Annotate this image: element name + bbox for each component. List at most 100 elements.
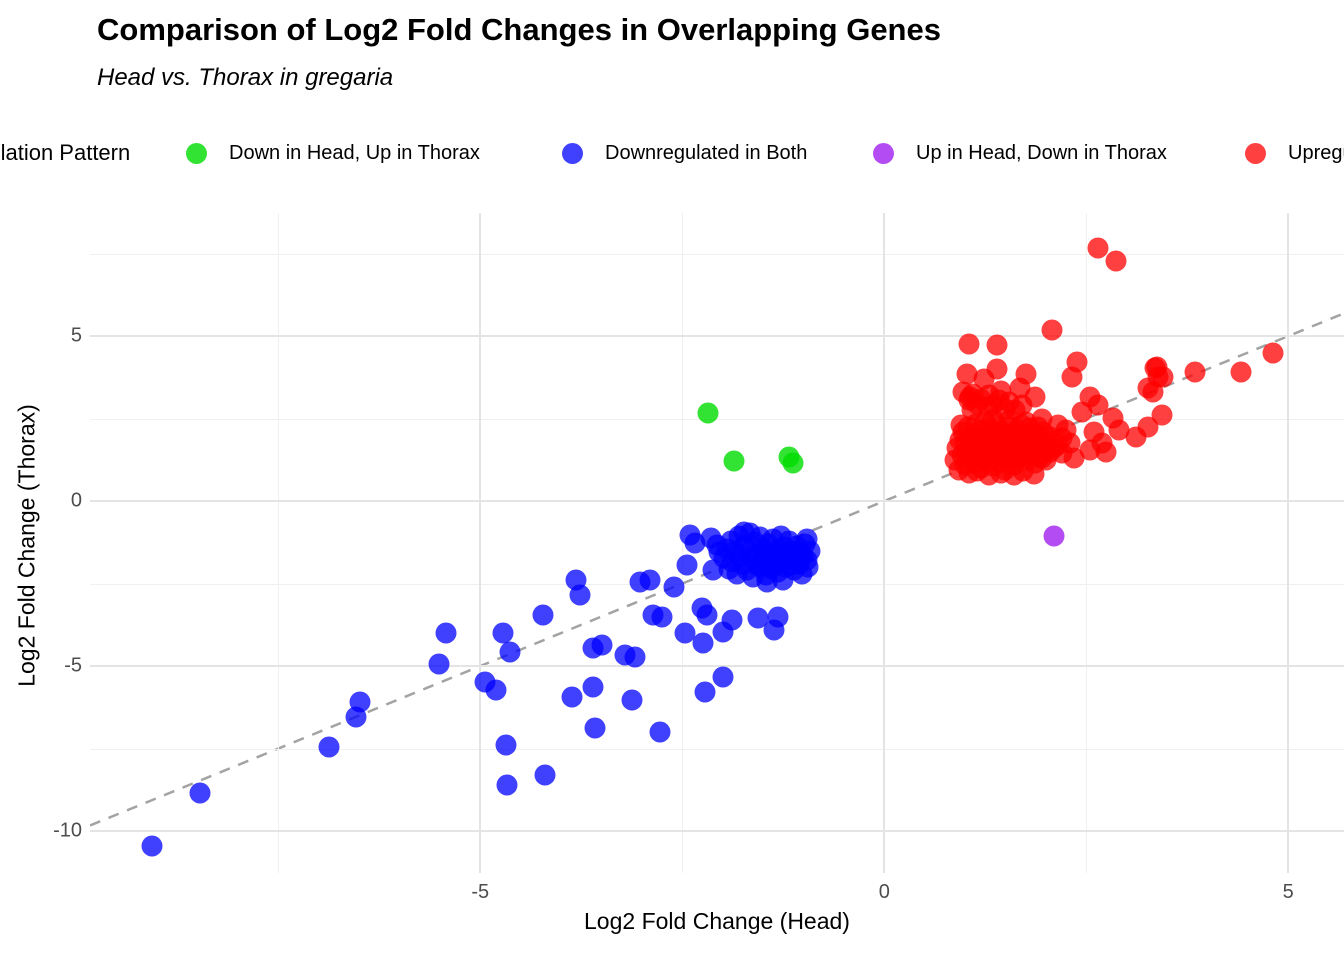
scatter-point <box>428 653 450 675</box>
gridline-y-major <box>90 830 1344 833</box>
scatter-point <box>950 414 972 436</box>
legend: Regulation Pattern Down in Head, Up in T… <box>0 136 1344 170</box>
scatter-point <box>1041 319 1063 341</box>
x-tick-label: 0 <box>878 881 890 903</box>
scatter-point <box>584 717 606 739</box>
scatter-point <box>782 452 804 474</box>
scatter-point <box>712 666 734 688</box>
legend-item: Upregulated in Both <box>1245 136 1344 170</box>
scatter-point <box>1230 361 1252 383</box>
scatter-point <box>495 734 517 756</box>
scatter-point <box>141 835 163 857</box>
scatter-point <box>956 363 978 385</box>
scatter-point <box>796 528 818 550</box>
scatter-point <box>1024 386 1046 408</box>
gridline-y-minor <box>90 418 1344 420</box>
scatter-point <box>958 333 980 355</box>
legend-item: Downregulated in Both <box>562 136 807 170</box>
scatter-point <box>990 380 1012 402</box>
plot-panel <box>90 213 1344 873</box>
y-tick-label: -10 <box>53 819 82 842</box>
scatter-point <box>723 450 745 472</box>
scatter-point <box>485 679 507 701</box>
scatter-point <box>663 576 685 598</box>
gridline-x-major <box>883 213 886 873</box>
scatter-point <box>1083 421 1105 443</box>
scatter-point <box>1071 401 1093 423</box>
scatter-point <box>499 641 521 663</box>
scatter-point <box>496 774 518 796</box>
legend-item-label: Upregulated in Both <box>1288 141 1344 164</box>
scatter-point <box>1137 377 1159 399</box>
legend-key-dot-icon <box>186 142 207 164</box>
x-axis-title: Log2 Fold Change (Head) <box>584 908 850 934</box>
scatter-point <box>747 607 769 629</box>
gridline-y-major <box>90 335 1344 338</box>
legend-item: Down in Head, Up in Thorax <box>186 136 480 170</box>
legend-item-label: Downregulated in Both <box>605 141 808 164</box>
gridline-x-major <box>479 213 482 873</box>
scatter-point <box>1043 525 1065 547</box>
y-tick-label: 5 <box>70 324 82 347</box>
scatter-point <box>692 632 714 654</box>
gridline-y-minor <box>90 583 1344 585</box>
scatter-point <box>569 584 591 606</box>
scatter-point <box>1023 463 1045 485</box>
scatter-point <box>696 604 718 626</box>
scatter-point <box>621 689 643 711</box>
scatter-point <box>1151 404 1173 426</box>
scatter-point <box>767 606 789 628</box>
legend-key-dot-icon <box>873 142 894 164</box>
gridline-y-minor <box>90 253 1344 255</box>
scatter-point <box>1125 426 1147 448</box>
gridline-x-major <box>1287 213 1290 873</box>
scatter-point <box>772 569 794 591</box>
scatter-point <box>651 606 673 628</box>
scatter-point <box>492 622 514 644</box>
scatter-point <box>561 686 583 708</box>
x-tick-label: -5 <box>471 881 490 903</box>
x-tick-label: 5 <box>1282 881 1294 903</box>
scatter-point <box>1108 419 1130 441</box>
chart-title: Comparison of Log2 Fold Changes in Overl… <box>97 12 941 47</box>
scatter-point <box>189 782 211 804</box>
legend-key-dot-icon <box>1245 142 1266 164</box>
scatter-point <box>982 408 1004 430</box>
scatter-point <box>697 402 719 424</box>
gridline-y-major <box>90 665 1344 668</box>
gridline-x-minor <box>278 213 280 873</box>
y-tick-label: -5 <box>64 654 82 677</box>
gridline-y-major <box>90 500 1344 503</box>
scatter-point <box>1061 366 1083 388</box>
scatter-point <box>998 409 1020 431</box>
scatter-point <box>973 368 995 390</box>
scatter-point <box>349 691 371 713</box>
scatter-point <box>1152 366 1174 388</box>
scatter-point <box>986 334 1008 356</box>
scatter-point <box>674 622 696 644</box>
scatter-point <box>534 764 556 786</box>
scatter-point <box>1079 439 1101 461</box>
legend-item-label: Down in Head, Up in Thorax <box>229 141 480 164</box>
scatter-point <box>649 721 671 743</box>
scatter-point <box>624 646 646 668</box>
scatter-point <box>721 609 743 631</box>
scatter-point <box>582 676 604 698</box>
scatter-point <box>1031 408 1053 430</box>
scatter-point <box>1105 250 1127 272</box>
scatter-point <box>1087 394 1109 416</box>
scatter-point <box>694 681 716 703</box>
scatter-point <box>591 634 613 656</box>
scatter-point <box>532 604 554 626</box>
legend-item: Up in Head, Down in Thorax <box>873 136 1167 170</box>
scatter-point <box>1015 411 1037 433</box>
scatter-point <box>435 622 456 644</box>
gridline-y-minor <box>90 748 1344 750</box>
scatter-point <box>676 554 698 576</box>
scatter-point <box>1095 441 1117 463</box>
scatter-point <box>756 571 778 593</box>
scatter-point <box>959 386 981 408</box>
chart-subtitle: Head vs. Thorax in gregaria <box>97 64 394 91</box>
scatter-point <box>1087 237 1109 259</box>
scatter-point <box>318 736 340 758</box>
